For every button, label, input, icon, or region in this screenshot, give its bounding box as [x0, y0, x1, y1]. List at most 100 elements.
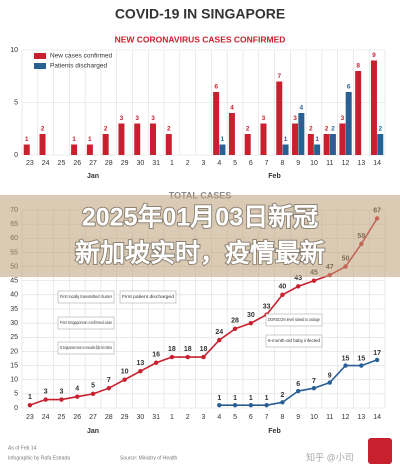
bar [298, 113, 305, 155]
month-label: Jan [87, 173, 99, 180]
data-point [106, 386, 112, 391]
legend-swatch [34, 63, 46, 69]
x-tick-label: 3 [202, 414, 206, 421]
y-tick-label: 20 [10, 348, 18, 355]
x-tick-label: 10 [310, 160, 318, 167]
bar [355, 71, 362, 155]
bar-value-label: 9 [372, 52, 376, 59]
bar-value-label: 1 [25, 136, 29, 143]
annotation: First locally transmitted cluster [60, 294, 112, 299]
data-label: 1 [233, 395, 237, 402]
x-tick-label: 26 [73, 160, 81, 167]
x-tick-label: 29 [121, 414, 129, 421]
data-point [138, 369, 143, 374]
data-point [327, 380, 332, 385]
x-tick-label: 9 [296, 414, 300, 421]
bar-value-label: 3 [151, 115, 155, 122]
bar [102, 134, 109, 155]
y-tick-label: 0 [14, 152, 18, 159]
x-tick-label: 29 [121, 160, 129, 167]
annotation: First Singaporean confirmed case [60, 320, 112, 325]
footer-text: As of Feb 14 [8, 445, 37, 451]
bar [370, 60, 377, 155]
bar-value-label: 8 [356, 63, 360, 70]
x-tick-label: 12 [342, 414, 350, 421]
bar [71, 144, 78, 155]
data-label: 1 [28, 394, 32, 401]
data-label: 3 [60, 388, 64, 395]
bar [307, 134, 314, 155]
data-point [153, 360, 159, 365]
data-label: 24 [215, 329, 223, 336]
x-tick-label: 1 [170, 160, 174, 167]
data-label: 16 [152, 352, 160, 359]
data-point [295, 284, 301, 289]
x-tick-label: 11 [326, 160, 333, 167]
x-tick-label: 25 [58, 160, 66, 167]
x-tick-label: 24 [42, 414, 50, 421]
bar-value-label: 6 [214, 84, 218, 91]
bar [329, 134, 336, 155]
data-point [232, 326, 238, 331]
footer-text: Source: Ministry of Health [120, 455, 177, 461]
data-point [248, 402, 254, 408]
bar-value-label: 7 [277, 73, 281, 80]
bar [339, 123, 346, 155]
month-label: Feb [268, 428, 280, 435]
x-tick-label: 24 [42, 160, 50, 167]
overlay-title: 2025年01月03日新冠 [82, 203, 318, 232]
y-tick-label: 25 [10, 334, 18, 341]
x-tick-label: 28 [105, 414, 113, 421]
chart-subtitle: NEW CORONAVIRUS CASES CONFIRMED [115, 34, 286, 44]
x-tick-label: 31 [152, 160, 160, 167]
y-tick-label: 5 [14, 99, 18, 106]
data-label: 10 [121, 369, 129, 376]
bar-value-label: 1 [315, 136, 319, 143]
bar [150, 123, 157, 155]
x-tick-label: 12 [342, 160, 350, 167]
month-label: Jan [87, 428, 99, 435]
data-label: 2 [280, 392, 284, 399]
bar-value-label: 4 [300, 105, 304, 112]
data-point [43, 397, 48, 402]
x-tick-label: 5 [233, 160, 237, 167]
bar [39, 134, 46, 155]
y-tick-label: 10 [10, 377, 18, 384]
data-label: 7 [107, 377, 111, 384]
x-tick-label: 7 [265, 160, 269, 167]
bar [276, 81, 283, 155]
data-point [264, 402, 269, 408]
data-point [185, 354, 190, 360]
bar-value-label: 1 [284, 136, 288, 143]
annotation: DORSCON level raised to orange [268, 317, 320, 322]
data-point [374, 357, 380, 363]
x-tick-label: 14 [373, 160, 381, 167]
y-tick-label: 45 [10, 278, 18, 285]
x-tick-label: 13 [357, 160, 365, 167]
data-label: 40 [279, 284, 287, 291]
data-point [359, 363, 364, 368]
y-tick-label: 30 [10, 320, 18, 327]
y-tick-label: 5 [14, 391, 18, 398]
x-tick-label: 8 [280, 414, 284, 421]
data-label: 1 [265, 395, 269, 402]
bar-value-label: 3 [135, 115, 139, 122]
x-tick-label: 28 [105, 160, 113, 167]
data-point [311, 278, 317, 283]
data-label: 18 [184, 346, 192, 353]
bar-value-label: 2 [331, 126, 335, 133]
bar [219, 144, 226, 155]
x-tick-label: 10 [310, 414, 318, 421]
bar-value-label: 2 [167, 126, 171, 133]
x-tick-label: 5 [233, 414, 237, 421]
bar-value-label: 3 [341, 115, 345, 122]
data-point [90, 391, 96, 397]
bar-value-label: 2 [104, 126, 108, 133]
data-label: 15 [342, 355, 350, 362]
x-tick-label: 11 [326, 414, 333, 421]
x-tick-label: 4 [217, 160, 221, 167]
bar-value-label: 2 [41, 126, 45, 133]
data-point [122, 377, 127, 382]
data-point [169, 354, 175, 360]
